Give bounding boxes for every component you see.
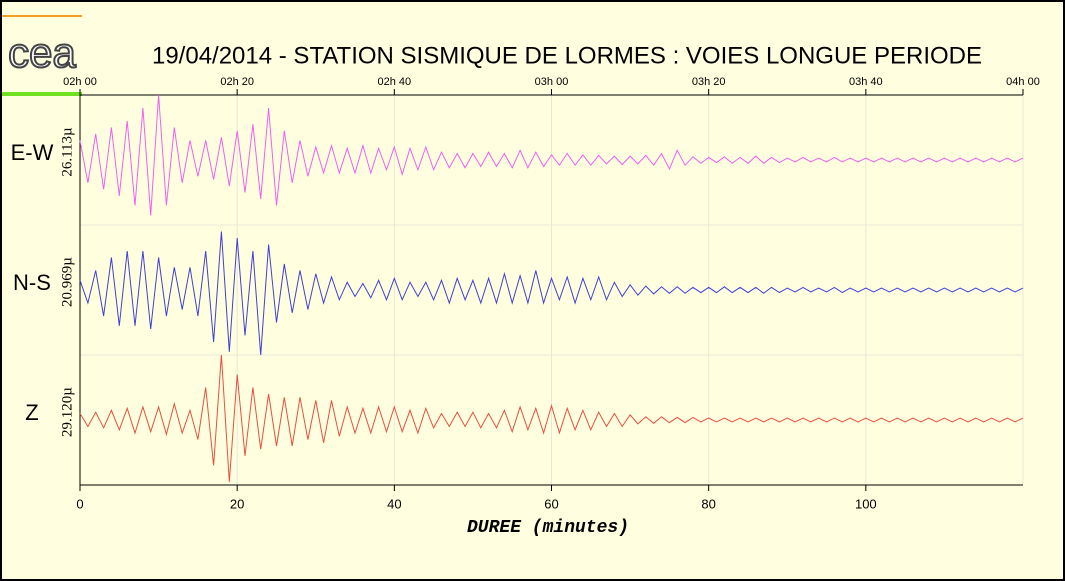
scale-label: 20.969µ <box>59 257 75 307</box>
top-tick-label: 02h 00 <box>63 76 97 88</box>
scale-label: 26.113µ <box>59 127 75 177</box>
top-tick-label: 02h 20 <box>220 76 254 88</box>
x-axis-label: DUREE (minutes) <box>467 518 629 538</box>
top-tick-label: 03h 20 <box>692 76 726 88</box>
scale-label: 29.120µ <box>59 387 75 437</box>
x-tick-label: 20 <box>230 496 244 511</box>
top-tick-label: 04h 00 <box>1006 76 1040 88</box>
logo: cea <box>8 29 76 76</box>
top-tick-label: 03h 40 <box>849 76 883 88</box>
chart-title: 19/04/2014 - STATION SISMIQUE DE LORMES … <box>152 42 982 69</box>
x-tick-label: 100 <box>855 496 877 511</box>
x-tick-label: 60 <box>544 496 558 511</box>
top-tick-label: 02h 40 <box>378 76 412 88</box>
trace <box>79 231 1024 356</box>
top-tick-label: 03h 00 <box>535 76 569 88</box>
x-tick-label: 0 <box>76 496 83 511</box>
channel-label: Z <box>25 400 38 425</box>
channel-label: E-W <box>11 140 54 165</box>
x-tick-label: 40 <box>387 496 401 511</box>
x-tick-label: 80 <box>701 496 715 511</box>
channel-label: N-S <box>13 270 51 295</box>
trace <box>79 94 1024 216</box>
trace <box>79 354 1024 482</box>
